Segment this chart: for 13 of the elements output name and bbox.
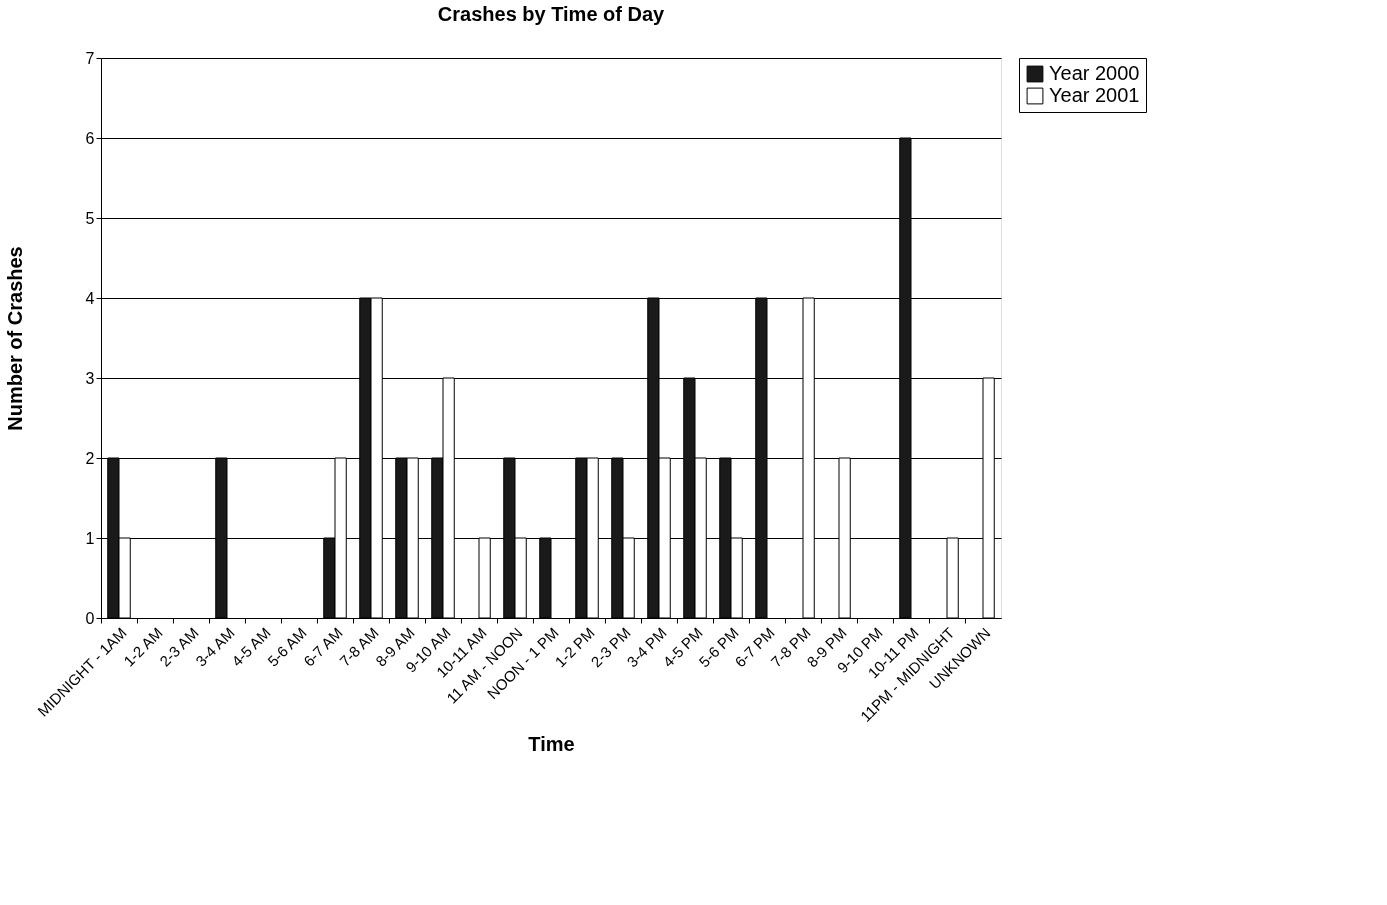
x-axis-title: Time — [528, 732, 575, 755]
y-tick-label: 5 — [85, 209, 95, 227]
legend-label: Year 2000 — [1049, 62, 1140, 84]
y-tick-label: 3 — [85, 369, 95, 387]
chart-title: Crashes by Time of Day — [437, 3, 666, 25]
y-tick-label: 6 — [85, 129, 95, 147]
y-tick-label: 7 — [85, 49, 95, 67]
y-tick-label: 4 — [85, 289, 95, 307]
y-axis-title: Number of Crashes — [3, 246, 26, 431]
y-tick-label: 1 — [85, 529, 95, 547]
legend-label: Year 2001 — [1049, 84, 1140, 106]
y-tick-label: 2 — [85, 449, 95, 467]
y-tick-label: 0 — [85, 609, 95, 627]
